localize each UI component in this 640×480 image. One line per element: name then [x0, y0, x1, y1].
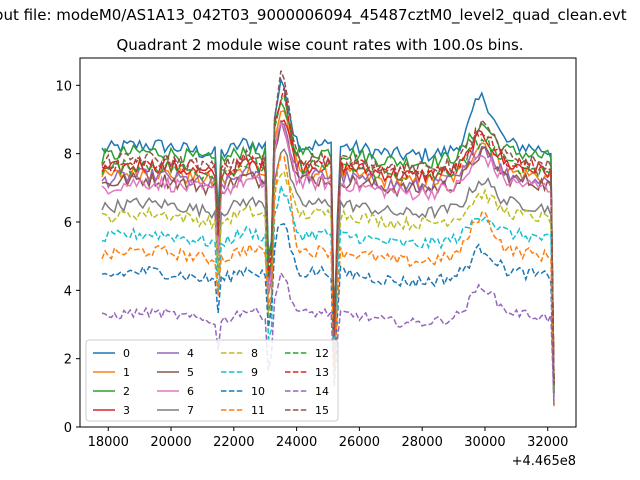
series-line-6 — [101, 121, 555, 398]
series-line-15 — [101, 70, 555, 384]
legend-label: 13 — [315, 366, 329, 379]
legend-label: 0 — [123, 347, 130, 360]
x-tick-label: 26000 — [339, 435, 380, 450]
axis-layer: 18000 20000 22000 24000 26000 28000 30000 32000… — [55, 79, 568, 450]
legend-box — [85, 339, 339, 422]
series-line-0 — [101, 77, 555, 392]
legend-label: 9 — [251, 366, 258, 379]
legend-label: 6 — [187, 385, 194, 398]
series-line-12 — [101, 94, 555, 386]
legend-label: 4 — [187, 347, 194, 360]
plot-frame — [79, 57, 577, 428]
legend-label: 15 — [315, 404, 329, 417]
x-tick-label: 20000 — [150, 435, 191, 450]
series-line-8 — [101, 169, 555, 390]
series-line-4 — [101, 122, 555, 394]
x-tick-label: 22000 — [213, 435, 254, 450]
legend-label: 5 — [187, 366, 194, 379]
legend-label: 12 — [315, 347, 329, 360]
chart-title: Quadrant 2 module wise count rates with … — [116, 36, 524, 54]
legend-label: 3 — [123, 404, 130, 417]
series-line-9 — [101, 185, 555, 396]
x-axis-offset-label: +4.465e8 — [512, 454, 576, 469]
series-line-14 — [101, 271, 555, 405]
series-line-7 — [101, 147, 555, 393]
series-line-11 — [101, 155, 555, 407]
legend-label: 11 — [251, 404, 265, 417]
y-tick-label: 2 — [64, 353, 72, 368]
legend-label: 7 — [187, 404, 194, 417]
file-title: Input file: modeM0/AS1A13_042T03_9000006… — [0, 6, 627, 24]
x-tick-label: 18000 — [88, 435, 129, 450]
legend-label: 8 — [251, 347, 258, 360]
x-tick-label: 24000 — [276, 435, 317, 450]
legend-label: 10 — [251, 385, 265, 398]
y-tick-label: 0 — [64, 421, 72, 436]
y-tick-label: 4 — [64, 284, 72, 299]
legend-label: 14 — [315, 385, 329, 398]
x-tick-label: 28000 — [401, 435, 442, 450]
legend-label: 2 — [123, 385, 130, 398]
series-layer — [101, 70, 555, 408]
series-line-10 — [101, 222, 555, 408]
x-tick-label: 32000 — [527, 435, 568, 450]
y-tick-label: 6 — [64, 216, 72, 231]
y-tick-label: 8 — [64, 148, 72, 163]
x-tick-label: 30000 — [464, 435, 505, 450]
y-tick-label: 10 — [55, 79, 72, 94]
legend-label: 1 — [123, 366, 130, 379]
